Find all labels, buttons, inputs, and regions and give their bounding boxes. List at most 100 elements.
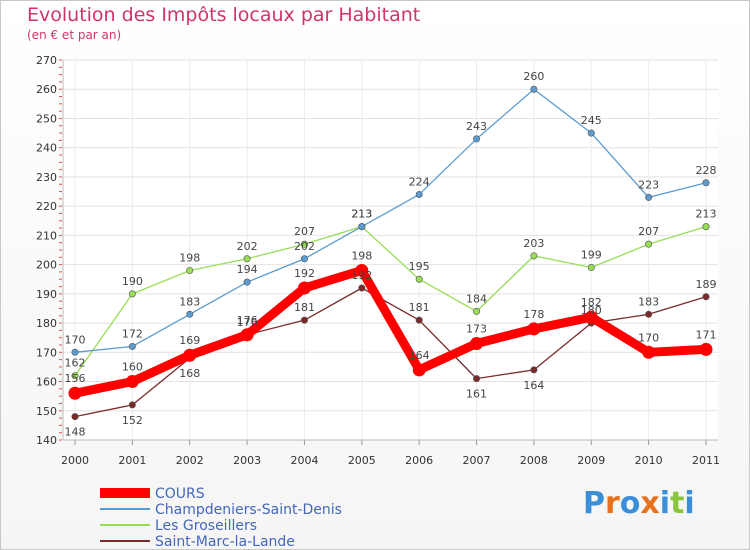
data-label: 192 [294, 267, 315, 280]
data-label: 183 [179, 295, 200, 308]
data-point [128, 290, 136, 298]
data-label: 178 [523, 308, 544, 321]
data-point [530, 85, 538, 93]
data-label: 195 [409, 260, 430, 273]
chart-subtitle: (en € et par an) [27, 28, 122, 42]
data-point [470, 337, 484, 351]
data-point [358, 223, 366, 231]
y-tick-label: 150 [36, 405, 57, 418]
data-point [702, 293, 710, 301]
data-label: 148 [65, 426, 86, 439]
chart-title: Evolution des Impôts locaux par Habitant [27, 4, 421, 26]
series-line-cours [70, 265, 711, 398]
data-point [71, 348, 79, 356]
data-label: 170 [65, 333, 86, 346]
y-tick-label: 200 [36, 259, 57, 272]
x-tick-label: 2003 [233, 454, 261, 467]
data-point [128, 401, 136, 409]
data-label: 189 [696, 278, 717, 291]
data-label: 192 [351, 269, 372, 282]
data-point [584, 310, 598, 324]
data-point [68, 386, 82, 400]
data-label: 160 [122, 361, 143, 374]
data-label: 199 [581, 249, 602, 262]
x-tick-label: 2001 [118, 454, 146, 467]
data-point [473, 375, 481, 383]
data-label: 180 [581, 304, 602, 317]
data-label: 198 [351, 249, 372, 262]
data-point [702, 223, 710, 231]
y-tick-label: 190 [36, 288, 57, 301]
data-point [300, 316, 308, 324]
plot-area [63, 60, 718, 440]
data-point [412, 363, 426, 377]
data-label: 207 [638, 225, 659, 238]
data-label: 223 [638, 178, 659, 191]
data-label: 198 [179, 251, 200, 264]
legend-swatch [100, 540, 150, 542]
x-tick-label: 2009 [577, 454, 605, 467]
x-tick-label: 2008 [520, 454, 548, 467]
data-label: 224 [409, 175, 430, 188]
data-point [240, 328, 254, 342]
y-tick-label: 260 [36, 83, 57, 96]
data-label: 203 [523, 237, 544, 250]
y-tick-label: 230 [36, 171, 57, 184]
data-point [587, 264, 595, 272]
logo-letter: r [605, 486, 620, 521]
data-point [125, 375, 139, 389]
data-label: 173 [466, 323, 487, 336]
legend-label: Les Groseillers [155, 518, 257, 534]
data-point [71, 372, 79, 380]
data-label: 202 [294, 240, 315, 253]
data-point [128, 342, 136, 350]
data-label: 169 [179, 334, 200, 347]
logo-letter: x [640, 486, 660, 521]
legend-label: Saint-Marc-la-Lande [155, 534, 295, 550]
x-tick-label: 2010 [635, 454, 663, 467]
data-point [186, 310, 194, 318]
logo-letter: P [583, 486, 605, 521]
data-label: 171 [696, 328, 717, 341]
y-tick-label: 270 [36, 54, 57, 67]
legend-swatch [100, 508, 150, 510]
data-label: 176 [237, 316, 258, 329]
data-label: 243 [466, 120, 487, 133]
data-label: 162 [65, 357, 86, 370]
data-point [645, 240, 653, 248]
data-label: 260 [523, 70, 544, 83]
data-label: 161 [466, 388, 487, 401]
data-point [699, 342, 713, 356]
x-tick-label: 2007 [463, 454, 491, 467]
data-point [415, 275, 423, 283]
data-label: 181 [294, 301, 315, 314]
x-tick-label: 2006 [405, 454, 433, 467]
data-label: 213 [351, 208, 372, 221]
data-point [530, 366, 538, 374]
y-tick-label: 180 [36, 317, 57, 330]
logo-letter: o [619, 486, 641, 521]
x-tick-label: 2005 [348, 454, 376, 467]
data-point [642, 345, 656, 359]
data-point [473, 307, 481, 315]
data-point [300, 255, 308, 263]
y-tick-label: 160 [36, 376, 57, 389]
series-line-champdeniers-saint-denis [74, 88, 707, 353]
y-tick-label: 220 [36, 200, 57, 213]
data-point [645, 193, 653, 201]
data-label: 213 [351, 208, 372, 221]
data-label: 164 [409, 349, 430, 362]
data-label: 190 [122, 275, 143, 288]
data-point [587, 129, 595, 137]
x-tick-label: 2004 [290, 454, 318, 467]
data-label: 181 [409, 301, 430, 314]
data-point [71, 413, 79, 421]
data-label: 245 [581, 114, 602, 127]
data-label: 184 [466, 292, 487, 305]
data-label: 176 [237, 314, 258, 327]
data-point [415, 316, 423, 324]
data-point [300, 240, 308, 248]
logo-letter: t [670, 486, 685, 521]
y-tick-label: 240 [36, 142, 57, 155]
